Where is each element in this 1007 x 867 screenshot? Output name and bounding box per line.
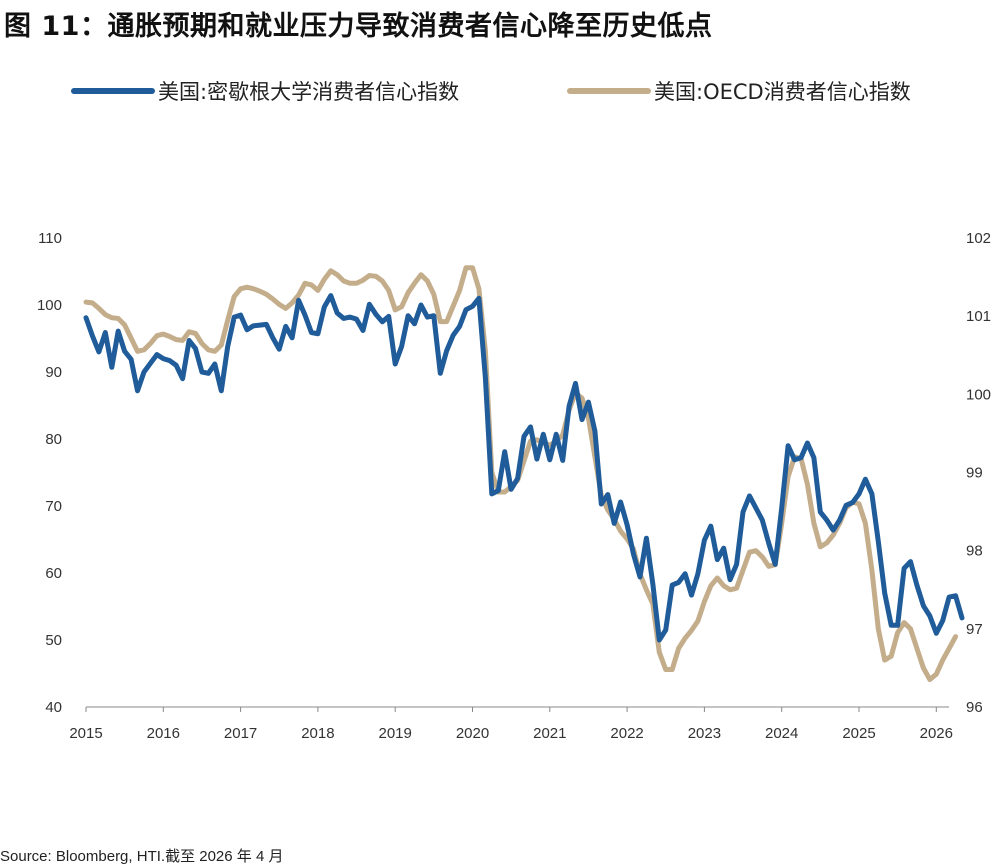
y-right-tick-label: 101	[966, 308, 991, 325]
x-tick-label: 2026	[920, 725, 953, 742]
x-tick-label: 2024	[765, 725, 798, 742]
series-layer	[83, 265, 965, 683]
source-note: Source: Bloomberg, HTI.截至 2026 年 4 月	[0, 848, 284, 865]
x-tick-label: 2017	[224, 725, 257, 742]
y-left-tick-label: 60	[45, 565, 62, 582]
x-tick-label: 2019	[379, 725, 412, 742]
y-right-tick-label: 99	[966, 465, 983, 482]
legend-label-oecd: 美国:OECD消费者信心指数	[654, 80, 911, 104]
y-left-tick-label: 110	[38, 230, 62, 247]
y-left-tick-label: 50	[45, 632, 62, 649]
chart-title: 图 11：通胀预期和就业压力导致消费者信心降至历史低点	[4, 11, 713, 42]
y-axis-left: 40 50 60 70 80 90 100 110	[37, 230, 62, 716]
x-tick-label: 2023	[688, 725, 721, 742]
x-tick-label: 2015	[69, 725, 102, 742]
y-axis-right: 96 97 98 99 100 101 102	[966, 230, 991, 716]
y-right-tick-label: 96	[966, 699, 983, 716]
x-tick-label: 2018	[301, 725, 334, 742]
x-tick-label: 2020	[456, 725, 489, 742]
y-right-tick-label: 100	[966, 386, 991, 403]
legend-label-michigan: 美国:密歇根大学消费者信心指数	[158, 80, 459, 104]
y-left-tick-label: 100	[37, 297, 62, 314]
y-left-tick-label: 90	[45, 364, 62, 381]
y-left-tick-label: 40	[45, 699, 62, 716]
legend: 美国:密歇根大学消费者信心指数 美国:OECD消费者信心指数	[71, 80, 911, 104]
x-tick-label: 2025	[842, 725, 875, 742]
y-right-tick-label: 102	[966, 230, 991, 247]
x-tick-label: 2021	[533, 725, 566, 742]
y-right-tick-label: 98	[966, 543, 983, 560]
y-right-tick-label: 97	[966, 621, 983, 638]
x-axis: 2015 2016 2017 2018 2019 2020 2021 2022 2023 2024…	[69, 707, 953, 742]
x-tick-label: 2016	[147, 725, 180, 742]
x-tick-label: 2022	[610, 725, 643, 742]
y-left-tick-label: 80	[45, 431, 62, 448]
y-left-tick-label: 70	[45, 498, 62, 515]
series-line-michigan	[83, 293, 965, 643]
